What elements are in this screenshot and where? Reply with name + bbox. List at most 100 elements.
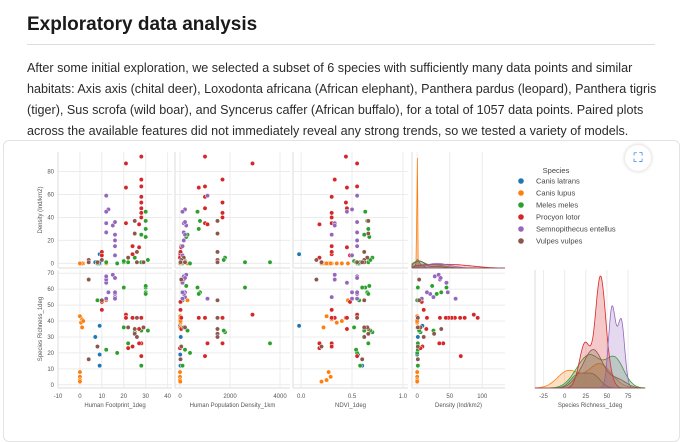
data-point: [143, 283, 149, 289]
data-point: [138, 200, 144, 205]
data-point: [332, 272, 338, 278]
legend-entry: Vulpes vulpes: [536, 237, 583, 246]
data-point: [138, 205, 144, 211]
kde-curve: [534, 363, 645, 389]
data-point: [365, 226, 371, 232]
data-point: [180, 209, 185, 215]
data-point: [112, 252, 118, 258]
data-point: [321, 324, 326, 330]
data-point: [205, 340, 210, 346]
data-point: [185, 297, 190, 303]
kde-curve: [412, 157, 505, 269]
data-point: [95, 297, 100, 303]
data-point: [178, 307, 183, 313]
data-point: [125, 345, 131, 351]
x-axis-label: Density (Ind/km2): [435, 403, 482, 409]
data-point: [141, 324, 146, 330]
x-axis-label: Human Footprint_1deg: [84, 403, 145, 409]
data-point: [138, 184, 144, 189]
data-point: [138, 363, 144, 369]
data-point: [185, 328, 190, 334]
data-point: [354, 229, 360, 235]
data-point: [123, 161, 129, 166]
page-title: Exploratory data analysis: [27, 14, 258, 35]
data-point: [220, 177, 225, 183]
data-point: [123, 185, 129, 191]
data-point: [105, 289, 111, 295]
data-point: [215, 249, 220, 255]
data-point: [242, 259, 248, 265]
data-point: [132, 255, 138, 261]
data-point: [77, 379, 83, 385]
x-tick-label: 25: [582, 394, 589, 400]
x-tick-label: 0: [178, 394, 182, 400]
data-point: [130, 243, 135, 249]
data-point: [215, 326, 220, 332]
data-point: [339, 260, 345, 266]
data-point: [143, 226, 149, 232]
data-point: [103, 296, 109, 302]
data-point: [332, 277, 338, 283]
data-point: [365, 331, 371, 337]
data-point: [195, 285, 200, 290]
data-point: [103, 347, 109, 353]
data-point: [354, 184, 360, 189]
data-point: [99, 257, 105, 263]
legend-entry: Canis latrans: [536, 177, 580, 186]
data-point: [92, 334, 98, 340]
y-tick-label: 50: [47, 303, 54, 309]
data-point: [215, 297, 220, 303]
data-point: [99, 252, 105, 258]
data-point: [424, 315, 430, 321]
legend-entry: Meles meles: [536, 201, 578, 210]
y-tick-label: 0: [51, 261, 55, 267]
expand-image-button[interactable]: ⛶: [625, 145, 651, 171]
data-point: [329, 294, 335, 300]
y-tick-label: 20: [47, 351, 54, 357]
data-point: [112, 275, 118, 281]
legend-title: Species: [543, 166, 570, 175]
data-point: [354, 161, 360, 166]
data-point: [138, 177, 144, 183]
data-point: [365, 231, 371, 236]
x-tick-label: -10: [54, 394, 63, 400]
data-point: [125, 255, 131, 261]
data-point: [182, 324, 188, 330]
data-point: [344, 209, 350, 215]
data-point: [112, 232, 118, 238]
data-point: [180, 296, 185, 302]
data-point: [196, 315, 202, 321]
data-point: [354, 296, 360, 302]
data-point: [130, 251, 135, 257]
data-point: [178, 315, 184, 321]
data-point: [329, 215, 335, 220]
legend-marker: [518, 202, 524, 208]
data-point: [177, 369, 183, 375]
data-point: [125, 259, 131, 265]
data-point: [103, 273, 109, 279]
data-point: [421, 307, 427, 313]
data-point: [143, 234, 149, 240]
data-point: [183, 283, 189, 289]
data-point: [326, 369, 332, 375]
x-tick-label: 10: [99, 394, 106, 400]
data-point: [196, 226, 202, 232]
data-point: [103, 220, 109, 226]
data-point: [205, 221, 210, 227]
data-point: [132, 231, 138, 236]
data-point: [354, 353, 360, 359]
data-point: [197, 218, 203, 224]
data-point: [77, 369, 83, 375]
data-point: [471, 312, 477, 318]
data-point: [421, 334, 427, 340]
data-point: [354, 219, 360, 225]
data-point: [416, 277, 422, 283]
data-point: [453, 296, 459, 302]
data-point: [97, 323, 103, 329]
data-point: [415, 344, 421, 349]
y-tick-label: 10: [47, 367, 54, 373]
x-tick-label: 0.5: [348, 394, 357, 400]
x-tick-label: 0: [78, 394, 82, 400]
y-tick-label: 70: [47, 271, 54, 277]
data-point: [196, 185, 202, 191]
